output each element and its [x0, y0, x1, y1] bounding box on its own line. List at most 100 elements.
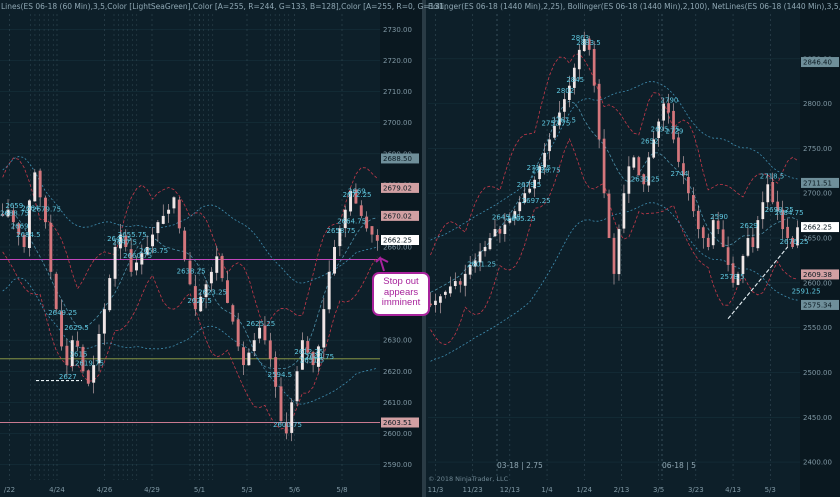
- price-badge: [381, 417, 419, 428]
- swing-label: 2728.75: [532, 166, 561, 174]
- candle-body: [776, 201, 780, 212]
- candle-body: [448, 286, 452, 294]
- candle-body: [572, 67, 576, 88]
- price-badge: [801, 222, 839, 233]
- candle-body: [746, 238, 750, 256]
- price-badge-label: 2575.34: [803, 301, 832, 309]
- candle-body: [523, 193, 527, 203]
- date-tick-label: 5/8: [336, 486, 347, 494]
- price-badge-label: 2609.38: [803, 271, 832, 279]
- candle-body: [647, 157, 651, 186]
- bollinger-long-upper: [430, 81, 798, 241]
- candle-body: [706, 237, 710, 247]
- candle-body: [439, 296, 442, 303]
- swing-label: 2684.75: [775, 209, 804, 217]
- price-badge: [801, 299, 839, 310]
- swing-label: 2845: [566, 76, 584, 84]
- bollinger-lower: [2, 251, 378, 430]
- price-tick-label: 2620.00: [383, 368, 412, 376]
- candle-body: [553, 126, 556, 138]
- swing-label: 2676.25: [780, 238, 809, 246]
- candle-body: [333, 247, 336, 274]
- swing-label: 2767.5: [551, 117, 576, 125]
- copyright-text: © 2018 NinjaTrader, LLC: [428, 475, 509, 483]
- candle-body: [311, 352, 315, 366]
- left-chart-header: Lines(ES 06-18 (60 Min),3,5,Color [Light…: [1, 2, 446, 11]
- candle-body: [716, 220, 720, 230]
- candle-body: [478, 251, 482, 263]
- candle-body: [359, 205, 363, 216]
- right-chart-daily: 2400.00 2450.00 2500.00 2550.00 2600.00 2650.…: [428, 14, 839, 494]
- candle-body: [513, 211, 517, 219]
- price-tick-label: 2600.00: [383, 430, 412, 438]
- swing-label: 2652: [641, 137, 659, 145]
- candle-body: [247, 352, 251, 366]
- swing-label: 2752.75: [542, 119, 571, 127]
- candle-body: [263, 325, 267, 341]
- price-tick-label: 2610.00: [383, 399, 412, 407]
- candle-body: [274, 357, 278, 387]
- candle-body: [796, 227, 799, 246]
- price-badge-label: 2711.51: [803, 179, 832, 187]
- date-tick-label: 3/5: [653, 486, 664, 494]
- candle-body: [434, 300, 437, 305]
- candle-body: [375, 235, 379, 241]
- price-tick-label: 2730.00: [383, 26, 412, 34]
- candle-body: [102, 309, 106, 334]
- candle-body: [587, 38, 591, 50]
- date-tick-label: 5/1: [194, 486, 205, 494]
- candle-body: [81, 346, 85, 372]
- candle-body: [518, 202, 522, 212]
- bollinger-long-lower: [2, 277, 378, 405]
- candle-body: [86, 370, 90, 384]
- candle-body: [602, 138, 606, 194]
- candle-body: [268, 340, 272, 359]
- swing-label: 2664.75: [337, 218, 366, 226]
- candle-body: [365, 216, 369, 229]
- price-badge-label: 2603.51: [383, 419, 412, 427]
- swing-label: 2802: [556, 87, 574, 95]
- price-tick-label: 2550.00: [803, 324, 832, 332]
- swing-label: 2713.5: [527, 164, 552, 172]
- price-badge: [801, 177, 839, 188]
- candle-body: [682, 163, 685, 176]
- right-chart-header: Bollinger(ES 06-18 (1440 Min),2,25), Bol…: [428, 2, 840, 11]
- swing-label: 2619.75: [75, 359, 104, 367]
- candle-body: [129, 249, 133, 272]
- contract-marker-label: 03-18 | 2.75: [497, 461, 543, 470]
- candle-body: [306, 341, 310, 353]
- candle-body: [199, 296, 203, 312]
- candle-body: [473, 260, 477, 267]
- candle-body: [327, 271, 331, 310]
- date-tick-label: 5/3: [765, 486, 776, 494]
- candle-body: [691, 195, 695, 212]
- candle-body: [236, 319, 240, 347]
- price-badge-label: 2670.02: [383, 212, 412, 220]
- price-badge: [381, 182, 419, 193]
- candle-body: [597, 83, 601, 140]
- swing-label: 2594.5: [268, 371, 293, 379]
- swing-label: 2660.75: [123, 252, 152, 260]
- swing-label: 2684.5: [16, 231, 41, 239]
- price-badge-label: 2679.02: [383, 184, 412, 192]
- swing-label: 2679.5: [517, 181, 542, 189]
- candle-body: [463, 273, 467, 286]
- left-axis-bg: [380, 0, 422, 497]
- swing-label: 2790: [661, 97, 679, 105]
- swing-label: 2627: [59, 373, 77, 381]
- candle-body: [183, 230, 187, 260]
- candle-body: [27, 200, 31, 249]
- candle-body: [17, 223, 21, 235]
- swing-label: 2672.25: [343, 191, 372, 199]
- date-tick-label: 4/13: [725, 486, 741, 494]
- price-tick-label: 2710.00: [383, 88, 412, 96]
- swing-label: 2578.5: [720, 273, 745, 281]
- candle-body: [677, 137, 680, 162]
- swing-label: 2601.25: [467, 260, 496, 268]
- candle-body: [443, 291, 447, 295]
- swing-label: 2629: [740, 222, 758, 230]
- swing-label: 2612.25: [294, 348, 323, 356]
- price-badge-label: 2688.50: [383, 155, 412, 163]
- price-tick-label: 2630.00: [383, 337, 412, 345]
